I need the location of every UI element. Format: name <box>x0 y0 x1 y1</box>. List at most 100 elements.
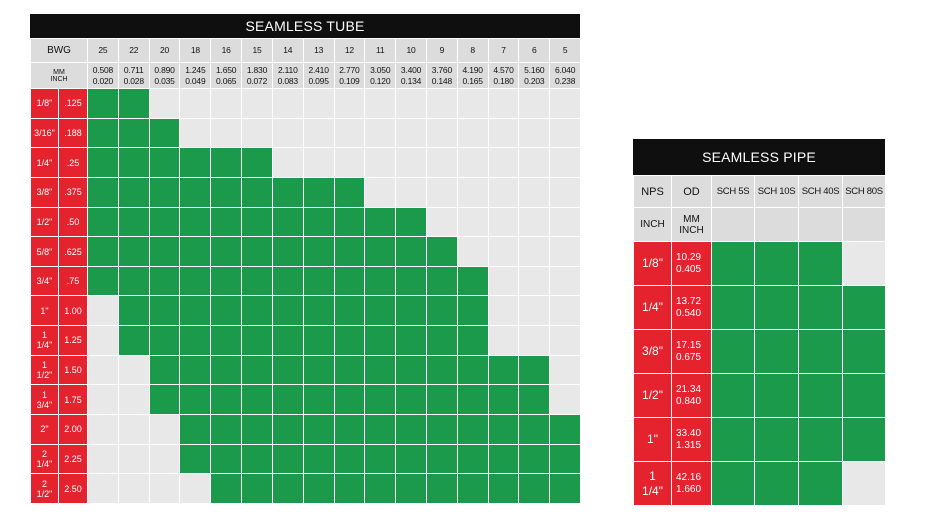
available-cell <box>148 295 181 327</box>
gauge-5: 5 <box>549 38 582 63</box>
available-cell <box>754 241 799 286</box>
empty-cell <box>549 117 582 149</box>
pipe-title: SEAMLESS PIPE <box>633 139 885 175</box>
empty-cell <box>364 117 397 149</box>
available-cell <box>87 265 119 297</box>
empty-cell <box>87 384 119 416</box>
empty-cell <box>487 176 520 208</box>
available-cell <box>487 384 520 416</box>
available-cell <box>117 117 150 149</box>
available-cell <box>333 206 366 238</box>
schedule-blank <box>798 207 843 242</box>
available-cell <box>798 417 843 462</box>
empty-cell <box>549 295 582 327</box>
available-cell <box>210 176 243 208</box>
gauge-12: 12 <box>333 38 366 63</box>
tube-od: 2.25 <box>57 443 89 475</box>
pipe-od: 42.16 1.660 <box>671 461 712 506</box>
tube-row: 3/8" .375 <box>30 176 582 208</box>
pipe-od-mm: 13.72 <box>676 295 702 307</box>
empty-cell <box>487 325 520 356</box>
available-cell <box>333 354 366 386</box>
empty-cell <box>549 325 582 356</box>
available-cell <box>210 384 243 416</box>
available-cell <box>456 414 489 445</box>
available-cell <box>487 414 520 445</box>
available-cell <box>271 414 304 445</box>
available-cell <box>241 147 273 178</box>
available-cell <box>271 473 304 504</box>
gauge-15: 15 <box>241 38 273 63</box>
available-cell <box>549 443 582 475</box>
wall-inch: 0.072 <box>246 75 268 86</box>
tube-od: 1.00 <box>57 295 89 327</box>
available-cell <box>87 176 119 208</box>
available-cell <box>425 443 458 475</box>
available-cell <box>842 417 886 462</box>
available-cell <box>395 325 427 356</box>
empty-cell <box>518 88 551 119</box>
tube-od: 2.50 <box>57 473 89 504</box>
pipe-nps: 1/4" <box>633 285 672 330</box>
available-cell <box>798 329 843 374</box>
wall-inch: 0.083 <box>277 75 298 86</box>
empty-cell <box>117 354 150 386</box>
empty-cell <box>549 354 582 386</box>
empty-cell <box>487 236 520 267</box>
wall-inch: 0.095 <box>308 75 329 86</box>
empty-cell <box>302 117 335 149</box>
gauge-25: 25 <box>87 38 119 63</box>
available-cell <box>711 285 755 330</box>
wall-thickness: 3.050 0.120 <box>364 62 397 89</box>
gauge-8: 8 <box>456 38 489 63</box>
available-cell <box>241 206 273 238</box>
available-cell <box>425 236 458 267</box>
schedule-header: SCH 80S <box>842 175 886 208</box>
tube-od: 1.50 <box>57 354 89 386</box>
schedule-header: SCH 10S <box>754 175 799 208</box>
available-cell <box>395 206 427 238</box>
available-cell <box>425 354 458 386</box>
tube-size: 2 1/2" <box>30 473 59 504</box>
tube-od: 1.25 <box>57 325 89 356</box>
wall-inch: 0.148 <box>431 75 452 86</box>
available-cell <box>842 373 886 418</box>
available-cell <box>364 295 397 327</box>
empty-cell <box>518 176 551 208</box>
available-cell <box>456 325 489 356</box>
empty-cell <box>518 147 551 178</box>
empty-cell <box>87 295 119 327</box>
empty-cell <box>87 473 119 504</box>
available-cell <box>241 473 273 504</box>
available-cell <box>271 265 304 297</box>
wall-thickness: 0.508 0.020 <box>87 62 119 89</box>
available-cell <box>333 384 366 416</box>
available-cell <box>241 176 273 208</box>
available-cell <box>179 325 212 356</box>
available-cell <box>241 443 273 475</box>
wall-inch: 0.028 <box>123 75 144 86</box>
available-cell <box>395 236 427 267</box>
empty-cell <box>842 461 886 506</box>
empty-cell <box>549 384 582 416</box>
inch-label: INCH <box>50 75 68 83</box>
available-cell <box>711 373 755 418</box>
available-cell <box>333 443 366 475</box>
available-cell <box>425 295 458 327</box>
available-cell <box>302 176 335 208</box>
schedule-blank <box>842 207 886 242</box>
empty-cell <box>395 88 427 119</box>
gauge-6: 6 <box>518 38 551 63</box>
available-cell <box>364 354 397 386</box>
gauge-11: 11 <box>364 38 397 63</box>
available-cell <box>241 354 273 386</box>
empty-cell <box>302 147 335 178</box>
empty-cell <box>518 117 551 149</box>
available-cell <box>117 325 150 356</box>
available-cell <box>487 473 520 504</box>
tube-od: .188 <box>57 117 89 149</box>
empty-cell <box>271 88 304 119</box>
wall-thickness: 0.711 0.028 <box>117 62 150 89</box>
empty-cell <box>518 236 551 267</box>
available-cell <box>456 295 489 327</box>
